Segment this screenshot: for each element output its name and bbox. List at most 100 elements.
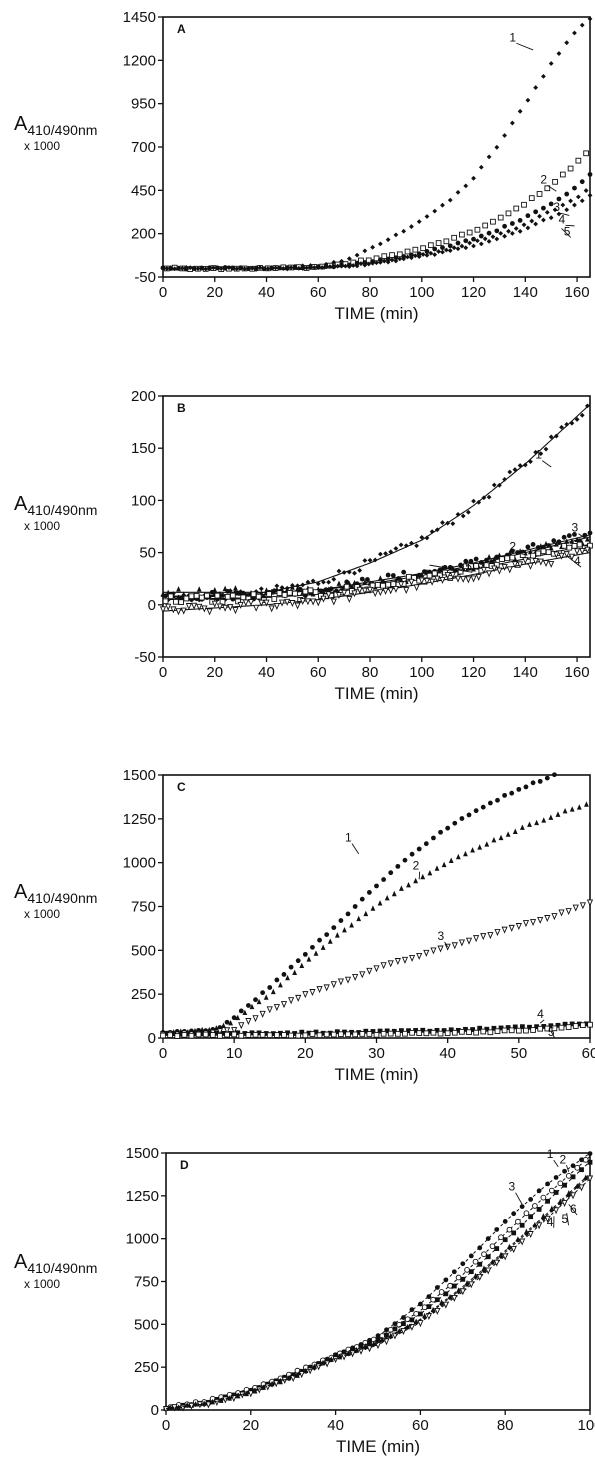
data-point <box>456 1289 461 1295</box>
data-point <box>176 586 181 592</box>
data-point <box>366 1031 373 1037</box>
data-point <box>573 548 581 556</box>
data-point <box>553 1190 559 1195</box>
data-point <box>523 1027 529 1034</box>
data-point <box>366 890 372 895</box>
data-point <box>185 1031 191 1037</box>
data-point <box>494 144 500 150</box>
data-point <box>257 265 263 270</box>
data-point <box>548 215 554 221</box>
data-point <box>441 861 447 868</box>
data-point <box>403 587 410 595</box>
data-point <box>160 591 166 597</box>
data-point <box>304 598 312 606</box>
data-point <box>418 1301 423 1307</box>
data-point <box>284 266 290 272</box>
data-point <box>199 265 205 271</box>
series-3 <box>159 899 593 1039</box>
data-point <box>379 1338 385 1344</box>
data-point <box>528 1214 534 1220</box>
data-point <box>505 1025 511 1030</box>
data-point <box>367 557 373 563</box>
data-point <box>561 542 567 549</box>
data-point <box>387 587 394 595</box>
data-point <box>408 954 416 962</box>
data-point <box>288 265 294 270</box>
data-point <box>231 1392 237 1398</box>
data-point <box>366 1345 373 1353</box>
data-point <box>176 265 181 271</box>
x-tick-label: 160 <box>565 284 590 301</box>
data-point <box>399 885 404 891</box>
y-axis-label-symbol: A <box>14 1251 28 1273</box>
y-tick-label: 1250 <box>123 811 156 828</box>
data-point <box>562 1168 567 1174</box>
data-point <box>242 1031 248 1036</box>
data-point <box>486 230 492 236</box>
data-point <box>359 576 365 582</box>
data-point <box>332 1356 339 1364</box>
data-point <box>235 598 241 605</box>
data-point <box>494 228 500 234</box>
data-point <box>443 247 449 253</box>
data-point <box>416 1030 423 1036</box>
data-point <box>477 844 483 850</box>
data-point <box>435 240 442 246</box>
data-point <box>451 1283 457 1289</box>
data-point <box>222 1396 229 1404</box>
data-point <box>284 598 291 606</box>
data-point <box>323 1031 330 1038</box>
data-point <box>517 217 523 223</box>
data-point <box>350 1347 355 1353</box>
curve-label-leader <box>516 552 526 556</box>
data-point <box>558 1024 565 1031</box>
data-point <box>274 977 280 983</box>
curve-label: 1 <box>535 448 542 462</box>
data-point <box>377 900 383 906</box>
data-point <box>519 1204 525 1209</box>
x-axis-label: TIME (min) <box>334 304 418 323</box>
data-point <box>349 1029 354 1035</box>
data-point <box>432 252 438 257</box>
data-point <box>512 1024 518 1030</box>
data-point <box>304 265 310 271</box>
data-point <box>345 1351 351 1357</box>
x-tick-label: 20 <box>242 1417 259 1434</box>
series-line <box>165 1156 591 1408</box>
data-point <box>377 241 383 247</box>
data-point <box>268 605 275 613</box>
data-point <box>285 1030 290 1036</box>
curve-label: 2 <box>413 859 420 873</box>
data-point <box>393 232 399 238</box>
y-tick-label: 750 <box>131 899 156 916</box>
data-point <box>486 554 492 560</box>
data-point <box>214 592 221 599</box>
y-axis-label: A410/490nm <box>14 1251 97 1276</box>
data-point <box>295 585 300 592</box>
data-point <box>458 562 464 568</box>
data-point <box>434 1307 441 1315</box>
data-point <box>509 790 515 796</box>
data-point <box>237 601 244 609</box>
data-point <box>448 1027 454 1033</box>
data-point <box>181 591 187 597</box>
data-point <box>286 590 293 596</box>
data-point <box>465 937 473 945</box>
data-point <box>545 549 552 556</box>
data-point <box>193 593 200 599</box>
data-point <box>245 1032 252 1038</box>
data-point <box>582 1157 589 1163</box>
data-point <box>310 578 316 584</box>
data-point <box>346 595 353 603</box>
data-point <box>317 937 322 943</box>
data-point <box>562 1021 568 1027</box>
data-point <box>552 772 557 778</box>
data-point <box>509 554 516 561</box>
data-point <box>273 1004 280 1012</box>
data-point <box>441 1028 447 1033</box>
data-point <box>515 923 522 931</box>
series-1 <box>160 16 593 272</box>
data-point <box>486 154 492 160</box>
data-point <box>445 825 451 831</box>
data-point <box>483 562 490 569</box>
